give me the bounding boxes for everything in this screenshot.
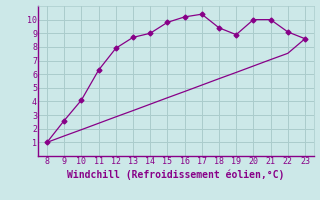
X-axis label: Windchill (Refroidissement éolien,°C): Windchill (Refroidissement éolien,°C) bbox=[67, 169, 285, 180]
